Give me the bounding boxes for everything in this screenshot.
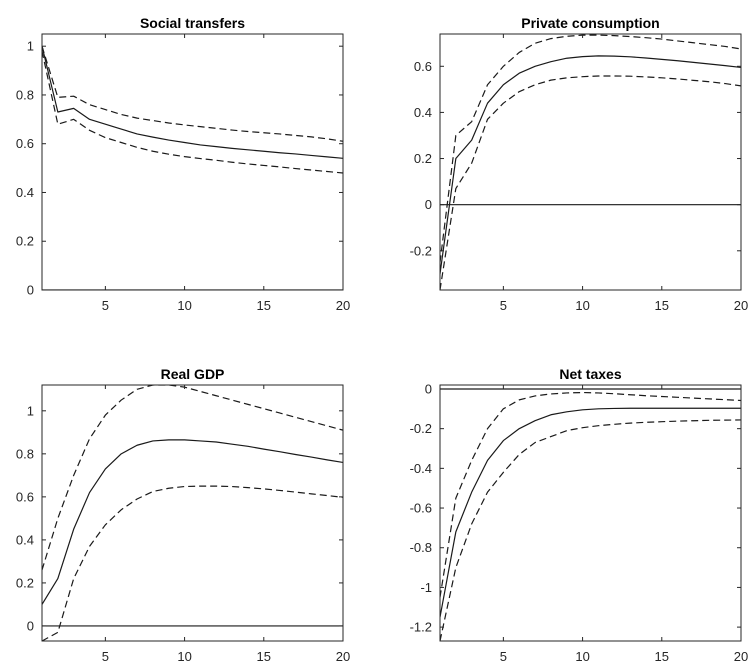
y-tick-label: 0.4 (414, 105, 432, 120)
x-tick-label: 10 (177, 298, 191, 313)
x-tick-label: 20 (734, 298, 748, 313)
y-tick-label: 0 (425, 381, 432, 396)
y-tick-label: 0.6 (16, 489, 34, 504)
x-tick-label: 15 (655, 298, 669, 313)
panel-real-gdp: Real GDP 5 10 15 20 0 0.2 0.4 0.6 0.8 1 (16, 366, 350, 664)
x-tick-label: 15 (257, 649, 271, 664)
y-tick-label: 0.8 (16, 446, 34, 461)
panel-social-transfers: Social transfers 5 10 15 20 0 0.2 0.4 0.6 0.8 1 (16, 15, 350, 313)
x-tick-label: 5 (102, 649, 109, 664)
y-tick-label: 0 (425, 197, 432, 212)
y-tick-label: 0.4 (16, 185, 34, 200)
axes-box-social-transfers (41, 33, 344, 291)
panel-title-social-transfers: Social transfers (140, 15, 245, 31)
x-tick-label: 20 (336, 298, 350, 313)
y-tick-label: -0.2 (410, 421, 432, 436)
y-tick-label: 1 (27, 39, 34, 54)
series-response-private-consumption (440, 55, 741, 274)
y-tick-label: 0 (27, 618, 34, 633)
y-tick-label: -1 (420, 580, 432, 595)
y-tick-label: -0.6 (410, 501, 432, 516)
series-lower-band-private-consumption (440, 75, 741, 290)
y-tick-label: 0.6 (16, 136, 34, 151)
y-tick-label: 0.2 (16, 575, 34, 590)
panel-title-net-taxes: Net taxes (559, 366, 621, 382)
y-tick-label: -0.2 (410, 243, 432, 258)
series-response-social-transfers (42, 46, 343, 159)
x-tick-label: 5 (500, 298, 507, 313)
y-tick-label: -1.2 (410, 620, 432, 635)
y-tick-label: 0.2 (16, 234, 34, 249)
y-tick-label: 0.6 (414, 59, 432, 74)
panel-net-taxes: Net taxes 5 10 15 20 -1.2 -1 -0.8 -0.6 -0.4 -0.2 0 (410, 366, 749, 664)
x-tick-label: 15 (257, 298, 271, 313)
series-lower-band-real-gdp (42, 485, 343, 641)
y-tick-label: 0 (27, 283, 34, 298)
series-upper-band-private-consumption (440, 34, 741, 263)
series-response-net-taxes (440, 407, 741, 618)
y-tick-label: 0.2 (414, 151, 432, 166)
panel-private-consumption: Private consumption 5 10 15 20 -0.2 0 0.2 0.4 0.6 (410, 15, 749, 313)
series-upper-band-social-transfers (42, 46, 343, 142)
series-upper-band-real-gdp (42, 385, 343, 571)
panel-title-private-consumption: Private consumption (521, 15, 659, 31)
x-tick-label: 5 (102, 298, 109, 313)
axes-box-real-gdp (41, 384, 344, 642)
x-tick-label: 20 (336, 649, 350, 664)
series-upper-band-net-taxes (440, 391, 741, 598)
y-tick-label: 1 (27, 403, 34, 418)
series-lower-band-social-transfers (42, 50, 343, 174)
panel-title-real-gdp: Real GDP (161, 366, 225, 382)
axes-box-net-taxes (439, 384, 742, 642)
y-tick-label: 0.8 (16, 87, 34, 102)
x-tick-label: 5 (500, 649, 507, 664)
x-tick-label: 10 (575, 649, 589, 664)
axes-box-private-consumption (439, 33, 742, 291)
y-tick-label: -0.8 (410, 540, 432, 555)
x-tick-label: 20 (734, 649, 748, 664)
y-tick-label: -0.4 (410, 461, 432, 476)
series-response-real-gdp (42, 439, 343, 605)
series-lower-band-net-taxes (440, 419, 741, 641)
x-tick-label: 15 (655, 649, 669, 664)
x-tick-label: 10 (575, 298, 589, 313)
x-tick-label: 10 (177, 649, 191, 664)
y-tick-label: 0.4 (16, 532, 34, 547)
